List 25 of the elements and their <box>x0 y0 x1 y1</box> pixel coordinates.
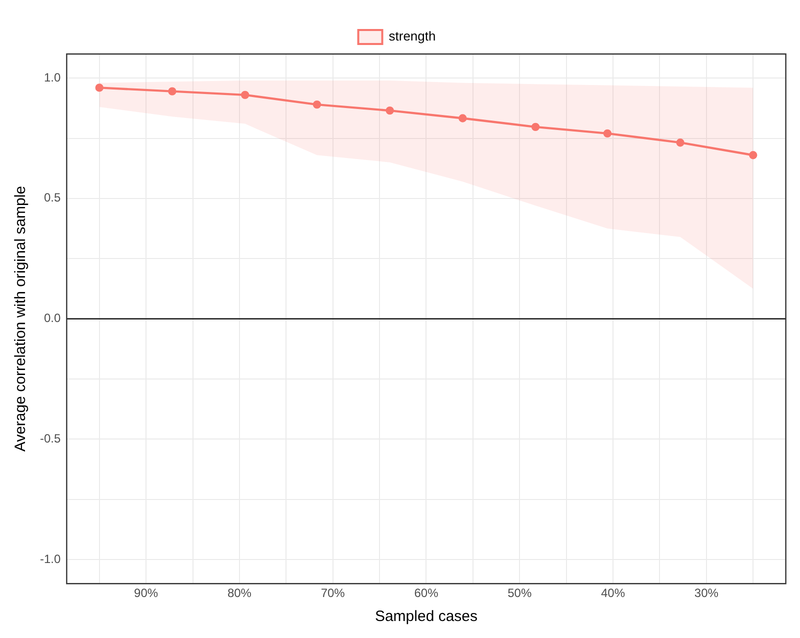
y-tick-label: -1.0 <box>40 552 61 566</box>
point <box>95 84 104 92</box>
point <box>240 90 250 100</box>
point <box>749 151 758 160</box>
point <box>458 114 467 122</box>
x-tick-label: 40% <box>601 586 626 600</box>
x-tick-label: 30% <box>694 586 719 600</box>
x-tick-label: 90% <box>134 586 158 600</box>
legend-label: strength <box>388 28 436 44</box>
y-tick-label: 1.0 <box>44 70 61 84</box>
x-axis-title: Sampled cases <box>374 608 478 626</box>
y-tick-label: 0.5 <box>44 190 61 205</box>
point <box>603 129 612 138</box>
point <box>531 122 540 132</box>
point <box>168 87 176 96</box>
x-tick-label: 80% <box>227 586 252 600</box>
point <box>386 106 394 115</box>
point <box>676 138 684 147</box>
y-tick-label: -0.5 <box>40 431 61 446</box>
x-tick-label: 50% <box>508 586 532 600</box>
y-axis-title: Average correlation with original sample <box>12 186 30 452</box>
point <box>312 100 322 109</box>
x-tick-label: 60% <box>414 586 439 600</box>
x-tick-label: 70% <box>320 586 346 600</box>
y-tick-label: 0.0 <box>44 311 61 326</box>
